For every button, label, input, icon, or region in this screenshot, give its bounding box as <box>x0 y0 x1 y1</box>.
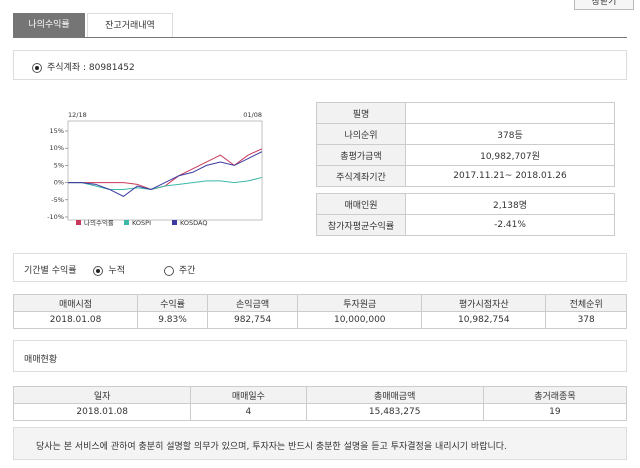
legend-label: KOSDAQ <box>180 219 208 227</box>
value-cell: 2,138명 <box>405 193 615 215</box>
radio[interactable] <box>32 62 42 73</box>
cell: 982,754 <box>206 311 299 329</box>
series-line <box>68 148 263 191</box>
table: 매매인원 2,138명 참가자평균수익률 -2.41% <box>316 193 615 236</box>
tab-active[interactable]: 나의수익률 <box>13 13 85 37</box>
label-cell: 총평가금액 <box>316 144 406 166</box>
label-cell: 참가자평균수익률 <box>316 214 406 236</box>
header-cell: 매매일수 <box>190 386 307 404</box>
header-cell: 매매시점 <box>12 294 139 312</box>
cell: 10,982,754 <box>421 311 547 329</box>
label-cell: 매매인원 <box>316 193 406 215</box>
y-tick-label: 10% <box>50 144 64 152</box>
row: 2018.01.08 9.83% 982,754 10,000,000 10,982,7… <box>12 311 627 329</box>
y-tick-label: 15% <box>50 127 64 135</box>
row: 주식계좌기간 2017.11.21~ 2018.01.26 <box>316 165 615 187</box>
value-cell: 2017.11.21~ 2018.01.26 <box>405 165 615 187</box>
cell: 19 <box>482 403 628 421</box>
section-title: 매매현황 <box>24 355 58 365</box>
label-cell: 나의순위 <box>316 123 406 145</box>
info-table: 필명 나의순위 378등 총평가금액 10,982,707원 주식계좌기간 2017.11.… <box>316 102 615 187</box>
account-box: 주식계좌 : 80981452 <box>13 50 627 80</box>
table: 필명 나의순위 378등 총평가금액 10,982,707원 주식계좌기간 2017.11.… <box>316 102 615 187</box>
cell: 2018.01.08 <box>12 403 192 421</box>
label-cell: 필명 <box>316 102 406 124</box>
account: 주식계좌 : 80981452 <box>47 63 135 73</box>
y-tick-label: 5% <box>54 161 64 169</box>
row: 총평가금액 10,982,707원 <box>316 144 615 166</box>
header-cell: 평가시점자산 <box>421 294 547 312</box>
header-row: 일자 매매일수 총매매금액 총거래종목 <box>12 386 628 404</box>
value-cell: 10,982,707원 <box>405 144 615 166</box>
returns-table: 매매시점 수익률 손익금액 투자원금 평가시점자산 전체순위 2018.01.08 9.83%… <box>12 294 627 329</box>
header-cell: 수익률 <box>137 294 208 312</box>
cell: 378 <box>545 311 627 329</box>
value-cell: 378등 <box>405 123 615 145</box>
label-cell: 주식계좌기간 <box>316 165 406 187</box>
period-option[interactable]: 누적 <box>108 266 125 276</box>
x-tick-label: 01/08 <box>243 112 262 119</box>
chart: -10% -5% 0% 5% 10% 15% 12/18 01/08 나의수익률 KOSPI KOS… <box>47 112 263 227</box>
radio[interactable] <box>93 265 104 276</box>
stats-table: 매매인원 2,138명 참가자평균수익률 -2.41% <box>316 193 615 236</box>
header-row: 매매시점 수익률 손익금액 투자원금 평가시점자산 전체순위 <box>12 294 627 312</box>
plot-frame <box>67 120 263 221</box>
row: 매매인원 2,138명 <box>316 193 615 215</box>
series-line <box>68 151 263 197</box>
value-cell <box>405 102 615 124</box>
tab-line <box>13 37 627 38</box>
cell: 4 <box>190 403 307 421</box>
legend-label: 나의수익률 <box>84 218 114 227</box>
radio[interactable] <box>163 265 174 276</box>
close-button[interactable]: 창닫기 <box>574 0 634 10</box>
row: 필명 <box>316 102 615 124</box>
header-cell: 투자원금 <box>297 294 423 312</box>
row: 참가자평균수익률 -2.41% <box>316 214 615 236</box>
header-cell: 총매매금액 <box>305 386 484 404</box>
header-cell: 일자 <box>12 386 192 404</box>
value-cell: -2.41% <box>405 214 615 236</box>
cell: 2018.01.08 <box>12 311 139 329</box>
period-box: 기간별 수익률 누적 주간 <box>13 253 627 282</box>
cell: 15,483,275 <box>305 403 484 421</box>
x-tick-label: 12/18 <box>68 112 87 119</box>
tab[interactable]: 잔고거래내역 <box>87 13 173 37</box>
table: 매매시점 수익률 손익금액 투자원금 평가시점자산 전체순위 2018.01.08 9.83%… <box>12 294 627 329</box>
table: 일자 매매일수 총매매금액 총거래종목 2018.01.08 4 15,483,275 19 <box>12 386 628 421</box>
legend-label: KOSPI <box>132 219 151 227</box>
trade-table: 일자 매매일수 총매매금액 총거래종목 2018.01.08 4 15,483,275 19 <box>12 386 628 421</box>
y-tick-label: -5% <box>51 196 64 204</box>
header-cell: 전체순위 <box>545 294 627 312</box>
period-label: 기간별 수익률 <box>24 266 77 276</box>
cell: 10,000,000 <box>297 311 423 329</box>
row: 2018.01.08 4 15,483,275 19 <box>12 403 628 421</box>
y-tick-label: 0% <box>54 179 64 187</box>
notice-text: 당사는 본 서비스에 관하여 충분히 설명할 의무가 있으며, 투자자는 반드시… <box>36 442 507 452</box>
legend-swatch <box>172 220 177 225</box>
header-cell: 총거래종목 <box>482 386 628 404</box>
legend-swatch <box>124 220 129 225</box>
period-option[interactable]: 주간 <box>178 266 196 276</box>
notice: 당사는 본 서비스에 관하여 충분히 설명할 의무가 있으며, 투자자는 반드시… <box>13 427 627 460</box>
y-tick-label: -10% <box>47 213 64 221</box>
trade-section: 매매현황 <box>13 340 627 372</box>
row: 나의순위 378등 <box>316 123 615 145</box>
legend-swatch <box>76 220 81 225</box>
cell: 9.83% <box>137 311 208 329</box>
header-cell: 손익금액 <box>206 294 299 312</box>
series-line <box>68 176 263 190</box>
